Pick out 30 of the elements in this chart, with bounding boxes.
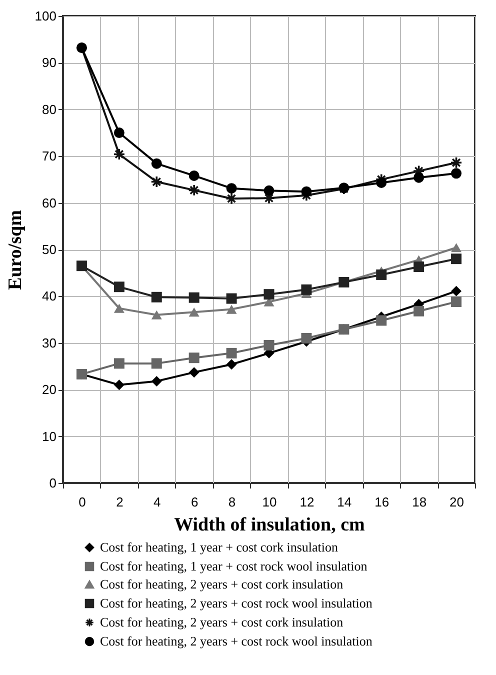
y-tick-label: 80 — [42, 102, 56, 117]
x-tick-label: 18 — [412, 494, 427, 510]
x-axis-title: Width of insulation, cm — [174, 514, 366, 536]
x-tick-label: 2 — [116, 494, 124, 510]
y-tick-label: 90 — [42, 55, 56, 70]
y-tick-label: 10 — [42, 428, 56, 444]
x-tick-label: 14 — [337, 494, 352, 510]
x-tick-label: 16 — [374, 494, 390, 510]
legend-label: Cost for heating, 2 years + cost cork insulation — [100, 576, 344, 592]
legend-label: Cost for heating, 2 years + cost rock wool insulation — [100, 596, 373, 610]
x-tick-label: 0 — [78, 494, 86, 510]
y-tick-label: 30 — [42, 335, 56, 350]
y-tick-label: 50 — [42, 242, 56, 257]
legend-label: Cost for heating, 1 year + cost cork insulation — [100, 540, 339, 554]
y-tick-label: 0 — [49, 476, 56, 490]
legend-label: Cost for heating, 2 years + cost cork insulation — [100, 614, 344, 630]
y-tick-label: 100 — [34, 8, 56, 24]
legend-label: Cost for heating, 2 years + cost rock wool insulation — [100, 634, 373, 648]
y-axis-title: Euro/sqm — [4, 210, 26, 290]
x-tick-label: 6 — [190, 494, 198, 510]
x-tick-label: 8 — [228, 494, 236, 510]
x-tick-label: 10 — [262, 494, 277, 510]
x-tick-label: 12 — [300, 494, 314, 510]
y-tick-label: 40 — [42, 288, 56, 304]
x-tick-label: 4 — [154, 494, 161, 510]
y-tick-label: 60 — [42, 195, 56, 210]
x-tick-label: 20 — [450, 494, 464, 510]
y-tick-label: 70 — [42, 148, 56, 164]
y-tick-label: 20 — [42, 382, 56, 398]
legend-label: Cost for heating, 1 year + cost rock wool insulation — [100, 558, 368, 574]
